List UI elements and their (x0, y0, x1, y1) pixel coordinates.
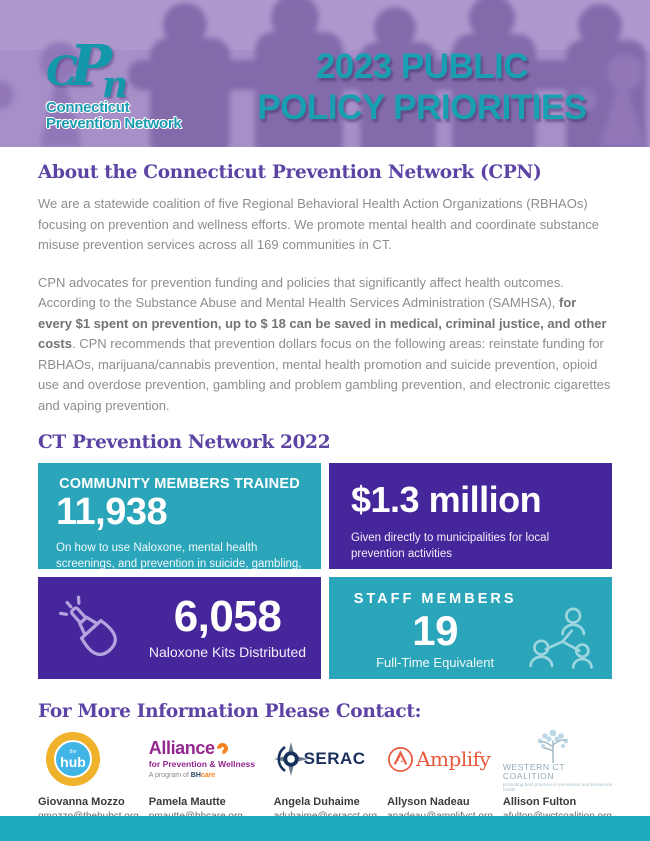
footer-bar (0, 816, 650, 841)
contacts-section: For More Information Please Contact: (0, 701, 650, 722)
western-ct-coalition-logo: WESTERN CT COALITION promoting best prac… (503, 727, 612, 792)
nasal-spray-icon (58, 595, 117, 657)
about-paragraph-1: We are a statewide coalition of five Reg… (38, 196, 600, 253)
contact-card-hub: the hub Giovanna Mozzo gmozzo@thehubct.o… (38, 730, 139, 822)
alliance-o-icon (214, 740, 230, 757)
stat-card-community-trained: COMMUNITY MEMBERS TRAINED 11,938 On how … (38, 463, 321, 570)
contact-name: Allyson Nadeau (387, 796, 470, 809)
amplify-mark-icon (388, 746, 414, 772)
contact-card-amplify: Amplify Allyson Nadeau anadeau@amplifyct… (387, 730, 493, 822)
stat-description: Full-Time Equivalent (376, 655, 495, 671)
contact-name: Giovanna Mozzo (38, 796, 125, 809)
stat-description: Naloxone Kits Distributed (148, 643, 307, 660)
hub-logo: the hub (46, 732, 100, 787)
page-title: 2023 PUBLIC POLICY PRIORITIES (257, 47, 587, 128)
cpn-logo-org-name: Connecticut Prevention Network (46, 99, 182, 132)
stat-description: Given directly to municipalities for loc… (351, 532, 550, 561)
group-photo-purple-overlay (0, 0, 650, 147)
stats-heading: CT Prevention Network 2022 (38, 432, 331, 454)
compass-icon (273, 742, 308, 777)
contacts-row: the hub Giovanna Mozzo gmozzo@thehubct.o… (38, 727, 612, 823)
contact-card-western-ct-coalition: WESTERN CT COALITION promoting best prac… (502, 727, 612, 822)
about-section: About the Connecticut Prevention Network… (0, 162, 650, 453)
stat-value: 6,058 (173, 592, 282, 642)
stat-value: 11,938 (56, 491, 168, 534)
contact-card-serac: SERAC Angela Duhaime aduhaime@seracct.or… (273, 730, 377, 822)
cpn-logo: CPn Connecticut Prevention Network (46, 38, 216, 132)
org-chart-icon (529, 607, 593, 670)
stat-card-naloxone-kits: 6,058 Naloxone Kits Distributed (38, 577, 321, 680)
stat-card-municipal-funding: $1.3 million Given directly to municipal… (329, 463, 612, 570)
serac-logo: SERAC (273, 742, 366, 777)
stats-card-grid: COMMUNITY MEMBERS TRAINED 11,938 On how … (38, 463, 612, 680)
amplify-logo: Amplify (387, 746, 491, 773)
about-paragraph-2: CPN advocates for prevention funding and… (38, 274, 611, 413)
contact-name: Angela Duhaime (273, 796, 360, 809)
stat-title: COMMUNITY MEMBERS TRAINED (59, 476, 300, 493)
stat-title: STAFF MEMBERS (353, 591, 517, 608)
contact-card-alliance: Alliance for Prevention & Wellness A pro… (148, 730, 264, 823)
header-banner: CPn Connecticut Prevention Network 2023 … (0, 0, 650, 147)
contact-name: Pamela Mautte (148, 796, 226, 809)
cpn-logo-acronym: CPn (46, 33, 129, 106)
stat-value: 19 (412, 607, 458, 655)
stat-card-staff: STAFF MEMBERS 19 Full-Time Equivalent (329, 577, 612, 680)
alliance-logo: Alliance for Prevention & Wellness A pro… (148, 738, 256, 780)
contacts-heading: For More Information Please Contact: (38, 701, 422, 723)
stat-description: On how to use Naloxone, mental health sc… (56, 542, 302, 570)
tree-icon (537, 729, 569, 763)
contact-name: Allison Fulton (502, 796, 577, 809)
stat-value: $1.3 million (351, 479, 542, 521)
about-heading: About the Connecticut Prevention Network… (38, 162, 542, 183)
